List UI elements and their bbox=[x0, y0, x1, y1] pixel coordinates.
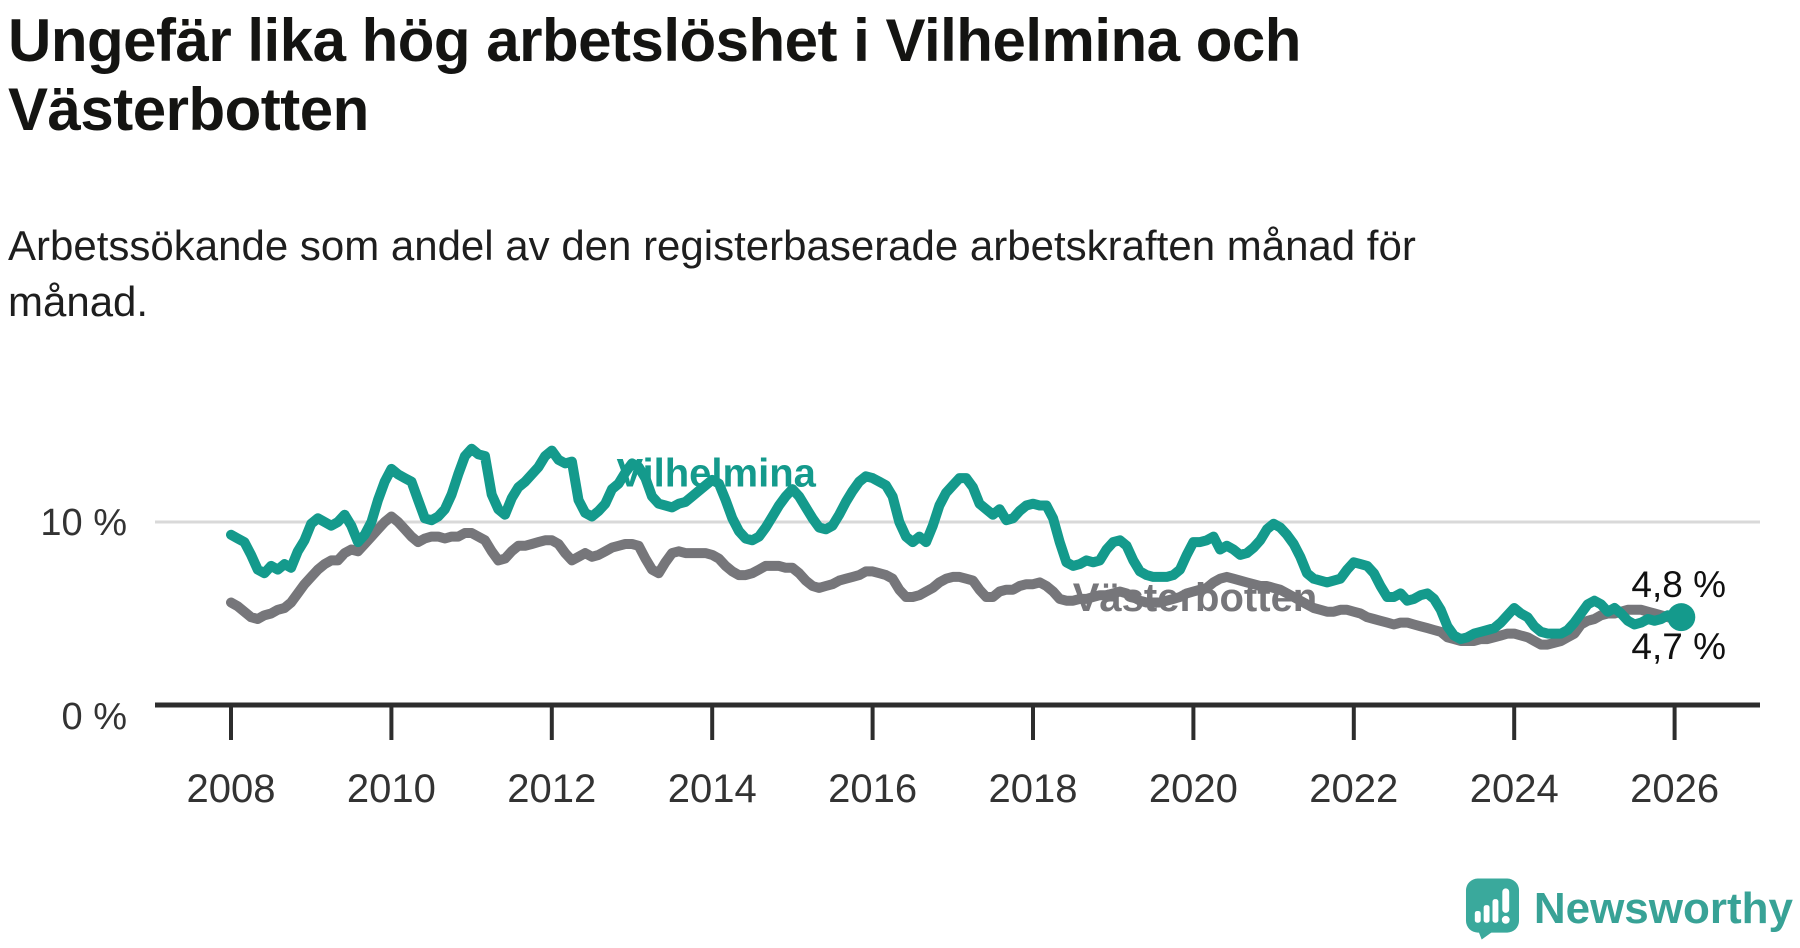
x-axis-label: 2010 bbox=[347, 767, 436, 811]
series-end-dot bbox=[1667, 603, 1696, 632]
x-axis-label: 2018 bbox=[989, 767, 1078, 811]
series-label-vilhelmina: Vilhelmina bbox=[617, 452, 817, 496]
end-value-label: 4,8 % bbox=[1631, 564, 1726, 605]
y-axis-label: 0 % bbox=[62, 696, 127, 738]
x-axis-label: 2022 bbox=[1309, 767, 1398, 811]
chart-subtitle: Arbetssökande som andel av den registerb… bbox=[8, 222, 1416, 325]
series-line-västerbotten bbox=[226, 511, 1687, 650]
title-line-1: Ungefär lika hög arbetslöshet i Vilhelmi… bbox=[8, 7, 1301, 74]
page-title: Ungefär lika hög arbetslöshet i Vilhelmi… bbox=[8, 6, 1508, 144]
x-axis-label: 2016 bbox=[828, 767, 917, 811]
end-value-label: 4,7 % bbox=[1631, 626, 1726, 667]
x-axis-label: 2012 bbox=[507, 767, 596, 811]
x-axis-label: 2020 bbox=[1149, 767, 1238, 811]
newsworthy-wordmark: Newsworthy bbox=[1533, 884, 1793, 933]
newsworthy-brand: Newsworthy bbox=[1465, 878, 1793, 940]
x-axis-label: 2008 bbox=[187, 767, 276, 811]
series-line-vilhelmina bbox=[226, 443, 1687, 645]
x-axis-label: 2026 bbox=[1630, 767, 1719, 811]
x-axis-label: 2014 bbox=[668, 767, 757, 811]
newsworthy-logo-icon bbox=[1465, 878, 1519, 940]
title-line-2: Västerbotten bbox=[8, 76, 369, 143]
x-axis-label: 2024 bbox=[1470, 767, 1559, 811]
y-axis-label: 10 % bbox=[40, 502, 127, 544]
series-label-västerbotten: Västerbotten bbox=[1073, 576, 1318, 620]
